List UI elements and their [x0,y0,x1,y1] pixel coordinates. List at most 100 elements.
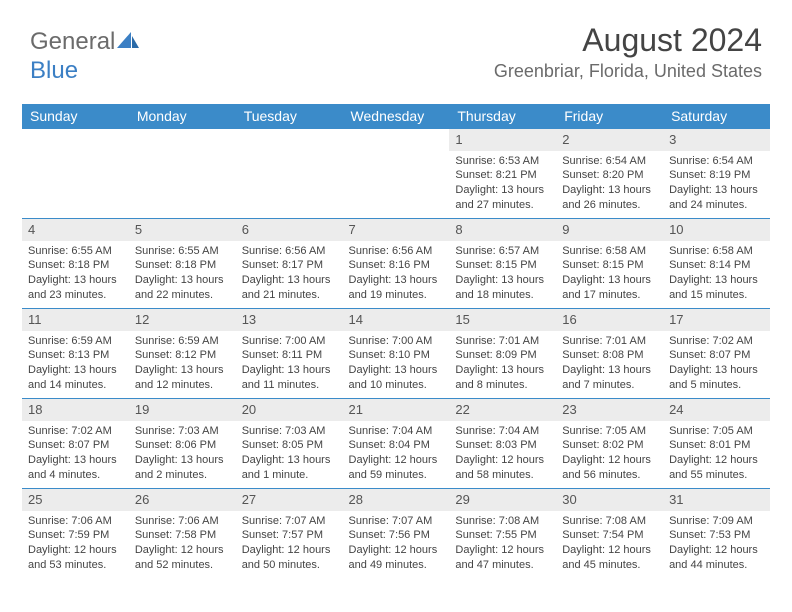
daylight-line: Daylight: 13 hours and 21 minutes. [242,273,337,303]
calendar-cell [22,129,129,219]
weekday-header: Tuesday [236,104,343,129]
day-number: 5 [129,219,236,241]
sunrise-line: Sunrise: 7:04 AM [349,424,444,439]
day-number: 29 [449,489,556,511]
day-content: Sunrise: 7:03 AMSunset: 8:06 PMDaylight:… [129,421,236,487]
sunset-line: Sunset: 8:09 PM [455,348,550,363]
sunrise-line: Sunrise: 7:03 AM [135,424,230,439]
calendar-row: 4Sunrise: 6:55 AMSunset: 8:18 PMDaylight… [22,219,770,309]
sunset-line: Sunset: 8:04 PM [349,438,444,453]
sunset-line: Sunset: 8:13 PM [28,348,123,363]
weekday-header: Monday [129,104,236,129]
logo: General Blue [30,28,139,85]
calendar-cell: 31Sunrise: 7:09 AMSunset: 7:53 PMDayligh… [663,489,770,579]
sunset-line: Sunset: 8:07 PM [669,348,764,363]
sunset-line: Sunset: 8:14 PM [669,258,764,273]
sunset-line: Sunset: 7:55 PM [455,528,550,543]
day-content: Sunrise: 7:08 AMSunset: 7:55 PMDaylight:… [449,511,556,577]
day-content: Sunrise: 6:57 AMSunset: 8:15 PMDaylight:… [449,241,556,307]
sunrise-line: Sunrise: 6:55 AM [28,244,123,259]
calendar-cell: 17Sunrise: 7:02 AMSunset: 8:07 PMDayligh… [663,309,770,399]
weekday-header: Wednesday [343,104,450,129]
calendar-cell: 11Sunrise: 6:59 AMSunset: 8:13 PMDayligh… [22,309,129,399]
sunrise-line: Sunrise: 7:01 AM [562,334,657,349]
daylight-line: Daylight: 13 hours and 2 minutes. [135,453,230,483]
sunrise-line: Sunrise: 7:00 AM [242,334,337,349]
sunset-line: Sunset: 8:16 PM [349,258,444,273]
daylight-line: Daylight: 12 hours and 50 minutes. [242,543,337,573]
day-number: 13 [236,309,343,331]
day-content: Sunrise: 7:00 AMSunset: 8:10 PMDaylight:… [343,331,450,397]
day-number: 3 [663,129,770,151]
daylight-line: Daylight: 13 hours and 1 minute. [242,453,337,483]
sunrise-line: Sunrise: 6:57 AM [455,244,550,259]
daylight-line: Daylight: 12 hours and 47 minutes. [455,543,550,573]
day-content: Sunrise: 7:08 AMSunset: 7:54 PMDaylight:… [556,511,663,577]
day-content: Sunrise: 7:02 AMSunset: 8:07 PMDaylight:… [663,331,770,397]
day-number: 22 [449,399,556,421]
calendar-cell [129,129,236,219]
daylight-line: Daylight: 13 hours and 18 minutes. [455,273,550,303]
day-content: Sunrise: 7:05 AMSunset: 8:01 PMDaylight:… [663,421,770,487]
calendar-cell: 2Sunrise: 6:54 AMSunset: 8:20 PMDaylight… [556,129,663,219]
calendar: SundayMondayTuesdayWednesdayThursdayFrid… [22,104,770,579]
day-content: Sunrise: 7:01 AMSunset: 8:08 PMDaylight:… [556,331,663,397]
day-number: 12 [129,309,236,331]
calendar-cell: 5Sunrise: 6:55 AMSunset: 8:18 PMDaylight… [129,219,236,309]
day-content: Sunrise: 7:01 AMSunset: 8:09 PMDaylight:… [449,331,556,397]
sunset-line: Sunset: 8:03 PM [455,438,550,453]
sunrise-line: Sunrise: 7:08 AM [562,514,657,529]
sunset-line: Sunset: 7:53 PM [669,528,764,543]
calendar-cell: 24Sunrise: 7:05 AMSunset: 8:01 PMDayligh… [663,399,770,489]
daylight-line: Daylight: 13 hours and 12 minutes. [135,363,230,393]
day-number: 10 [663,219,770,241]
day-number: 31 [663,489,770,511]
calendar-cell: 14Sunrise: 7:00 AMSunset: 8:10 PMDayligh… [343,309,450,399]
calendar-cell: 8Sunrise: 6:57 AMSunset: 8:15 PMDaylight… [449,219,556,309]
calendar-cell: 1Sunrise: 6:53 AMSunset: 8:21 PMDaylight… [449,129,556,219]
sunrise-line: Sunrise: 7:03 AM [242,424,337,439]
daylight-line: Daylight: 13 hours and 5 minutes. [669,363,764,393]
day-number: 15 [449,309,556,331]
sunset-line: Sunset: 8:21 PM [455,168,550,183]
sunrise-line: Sunrise: 7:01 AM [455,334,550,349]
calendar-cell: 19Sunrise: 7:03 AMSunset: 8:06 PMDayligh… [129,399,236,489]
sunset-line: Sunset: 7:58 PM [135,528,230,543]
daylight-line: Daylight: 12 hours and 45 minutes. [562,543,657,573]
calendar-cell: 29Sunrise: 7:08 AMSunset: 7:55 PMDayligh… [449,489,556,579]
day-content: Sunrise: 7:09 AMSunset: 7:53 PMDaylight:… [663,511,770,577]
sunrise-line: Sunrise: 7:02 AM [28,424,123,439]
day-number: 11 [22,309,129,331]
sunrise-line: Sunrise: 6:58 AM [669,244,764,259]
calendar-cell: 6Sunrise: 6:56 AMSunset: 8:17 PMDaylight… [236,219,343,309]
day-number: 27 [236,489,343,511]
calendar-cell: 30Sunrise: 7:08 AMSunset: 7:54 PMDayligh… [556,489,663,579]
calendar-cell: 23Sunrise: 7:05 AMSunset: 8:02 PMDayligh… [556,399,663,489]
daylight-line: Daylight: 13 hours and 11 minutes. [242,363,337,393]
daylight-line: Daylight: 12 hours and 59 minutes. [349,453,444,483]
sunrise-line: Sunrise: 7:05 AM [562,424,657,439]
day-number: 1 [449,129,556,151]
sunrise-line: Sunrise: 7:06 AM [135,514,230,529]
sunrise-line: Sunrise: 6:59 AM [135,334,230,349]
header: August 2024 Greenbriar, Florida, United … [494,22,762,82]
day-content: Sunrise: 7:02 AMSunset: 8:07 PMDaylight:… [22,421,129,487]
calendar-row: 11 Sunrise: 6:59 AM Sunset: 8:13 PM Dayligh… [22,309,770,399]
day-content: Sunrise: 6:56 AMSunset: 8:17 PMDaylight:… [236,241,343,307]
day-content: Sunrise: 6:54 AMSunset: 8:19 PMDaylight:… [663,151,770,217]
day-content: Sunrise: 6:58 AMSunset: 8:14 PMDaylight:… [663,241,770,307]
day-number: 7 [343,219,450,241]
daylight-line: Daylight: 13 hours and 15 minutes. [669,273,764,303]
sunset-line: Sunset: 7:54 PM [562,528,657,543]
calendar-row: 25Sunrise: 7:06 AMSunset: 7:59 PMDayligh… [22,489,770,579]
calendar-cell: 28Sunrise: 7:07 AMSunset: 7:56 PMDayligh… [343,489,450,579]
logo-text-gray: General [30,28,115,55]
day-number: 6 [236,219,343,241]
weekday-header-row: SundayMondayTuesdayWednesdayThursdayFrid… [22,104,770,129]
sunset-line: Sunset: 8:18 PM [135,258,230,273]
day-content: Sunrise: 7:00 AMSunset: 8:11 PMDaylight:… [236,331,343,397]
sunset-line: Sunset: 8:01 PM [669,438,764,453]
daylight-line: Daylight: 12 hours and 52 minutes. [135,543,230,573]
sunset-line: Sunset: 8:06 PM [135,438,230,453]
day-content: Sunrise: 7:03 AMSunset: 8:05 PMDaylight:… [236,421,343,487]
